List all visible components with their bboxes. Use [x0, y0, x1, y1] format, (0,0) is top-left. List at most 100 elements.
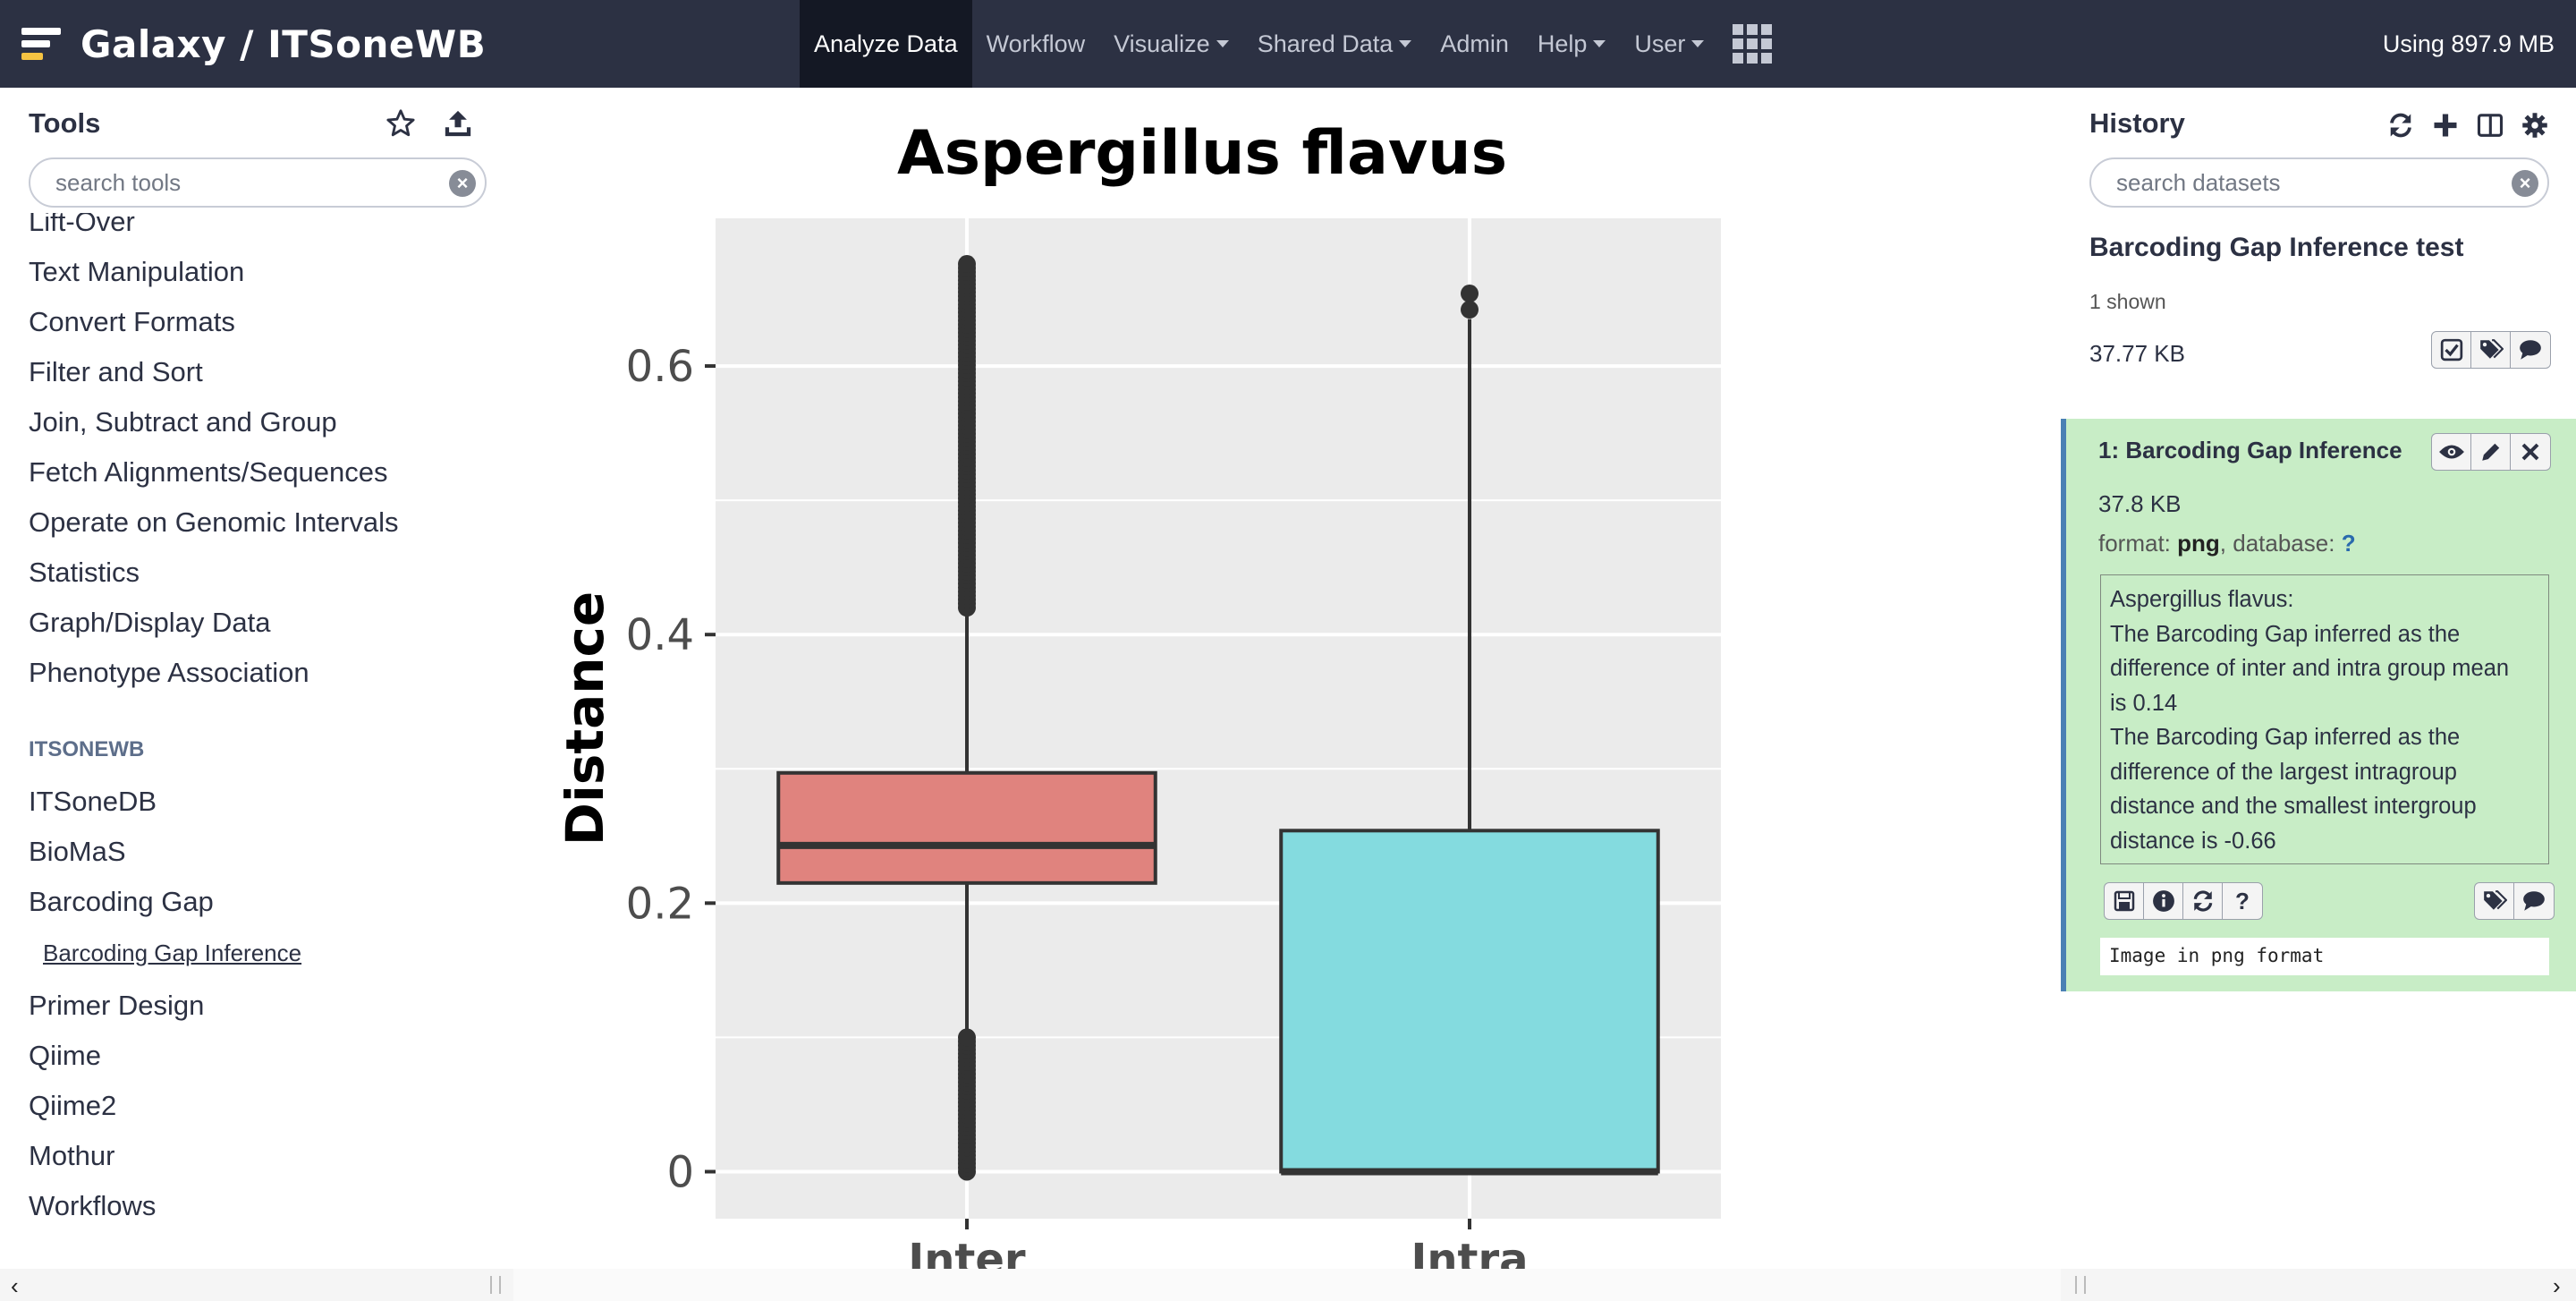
nav-shared-data[interactable]: Shared Data — [1243, 0, 1427, 88]
tool-section-graph-display[interactable]: Graph/Display Data — [29, 607, 271, 638]
tool-search-input[interactable]: search tools × — [29, 157, 487, 208]
tool-section-convert-formats[interactable]: Convert Formats — [29, 306, 235, 337]
peek-line: distance is -0.66 — [2110, 828, 2276, 854]
quota-meter[interactable]: Using 897.9 MB — [2382, 30, 2555, 57]
history-name[interactable]: Barcoding Gap Inference test — [2089, 233, 2464, 262]
masthead: Galaxy / ITSoneWB Analyze Data Workflow … — [0, 0, 2576, 88]
nav-user[interactable]: User — [1620, 0, 1718, 88]
clear-search-icon[interactable]: × — [2512, 170, 2538, 197]
delete-icon[interactable] — [2511, 434, 2550, 470]
history-panel-collapse-bar[interactable]: › — [2061, 1269, 2576, 1301]
tool-section-phenotype[interactable]: Phenotype Association — [29, 657, 309, 688]
center-bottom-bar — [513, 1269, 2061, 1301]
nav-label: Workflow — [986, 30, 1086, 57]
y-tick-label: 0.6 — [626, 342, 694, 392]
nav-workflow[interactable]: Workflow — [972, 0, 1100, 88]
caret-down-icon — [1216, 40, 1229, 47]
tool-section-biomas[interactable]: BioMaS — [29, 836, 126, 867]
refresh-icon[interactable] — [2385, 109, 2417, 141]
tool-section-qiime[interactable]: Qiime — [29, 1040, 101, 1071]
galaxy-logo-icon — [21, 26, 61, 62]
tool-section-lift-over[interactable]: Lift-Over — [29, 213, 135, 237]
dataset-annotation-actions — [2474, 882, 2555, 920]
help-question-icon[interactable]: ? — [2235, 887, 2250, 914]
tool-section-join-subtract-group[interactable]: Join, Subtract and Group — [29, 406, 337, 438]
nav-help[interactable]: Help — [1523, 0, 1621, 88]
caret-down-icon — [1593, 40, 1606, 47]
nav-label: Visualize — [1114, 30, 1210, 57]
tool-section-mothur[interactable]: Mothur — [29, 1140, 115, 1171]
nav-scratchbook[interactable] — [1718, 0, 1786, 88]
tool-section-primer-design[interactable]: Primer Design — [29, 990, 205, 1021]
tool-panel-collapse-bar[interactable]: ‹ — [0, 1269, 513, 1301]
peek-line: The Barcoding Gap inferred as the — [2110, 621, 2461, 647]
tool-section-label: ITSONEWB — [29, 737, 145, 761]
peek-line: The Barcoding Gap inferred as the — [2110, 725, 2461, 750]
dataset-primary-actions — [2431, 433, 2551, 471]
tool-panel: Tools search tools × Lift-Over Text Mani… — [0, 88, 513, 1301]
y-tick-label: 0 — [666, 1147, 694, 1197]
info-icon[interactable] — [2144, 883, 2183, 919]
pencil-icon[interactable] — [2471, 434, 2511, 470]
format-label: format: — [2098, 530, 2178, 557]
chevron-left-icon[interactable]: ‹ — [11, 1272, 19, 1299]
clear-search-icon[interactable]: × — [449, 170, 476, 197]
database-value[interactable]: ? — [2341, 530, 2356, 557]
tags-icon[interactable] — [2471, 332, 2511, 368]
gear-icon[interactable] — [2519, 109, 2551, 141]
dataset-search-input[interactable]: search datasets × — [2089, 157, 2549, 208]
grid-icon — [1733, 24, 1773, 64]
peek-line: difference of the largest intragroup — [2110, 759, 2457, 785]
history-actions — [2385, 109, 2551, 141]
select-items-icon[interactable] — [2432, 332, 2471, 368]
tool-panel-title: Tools — [29, 107, 101, 139]
tool-section-barcoding-gap[interactable]: Barcoding Gap — [29, 886, 214, 917]
dataset-secondary-actions: ? — [2104, 882, 2263, 920]
resize-grip-icon[interactable] — [2075, 1276, 2086, 1294]
columns-icon[interactable] — [2474, 109, 2506, 141]
dataset-title[interactable]: 1: Barcoding Gap Inference — [2098, 437, 2402, 463]
tags-icon[interactable] — [2475, 883, 2514, 919]
dataset-size: 37.8 KB — [2098, 490, 2182, 517]
nav-analyze-data[interactable]: Analyze Data — [800, 0, 972, 88]
history-toolbar — [2431, 331, 2551, 369]
comment-icon[interactable] — [2514, 883, 2554, 919]
tool-section-qiime2[interactable]: Qiime2 — [29, 1090, 117, 1121]
tool-section-fetch-alignments[interactable]: Fetch Alignments/Sequences — [29, 456, 388, 488]
nav-label: User — [1634, 30, 1686, 57]
peek-line: Aspergillus flavus: — [2110, 587, 2294, 612]
nav-admin[interactable]: Admin — [1426, 0, 1523, 88]
outlier-point — [1461, 301, 1479, 319]
chevron-right-icon[interactable]: › — [2553, 1272, 2561, 1299]
dataset-info: Image in png format — [2100, 938, 2549, 975]
tool-link-barcoding-gap-inference[interactable]: Barcoding Gap Inference — [43, 940, 302, 966]
rerun-icon[interactable] — [2183, 883, 2223, 919]
peek-line: is 0.14 — [2110, 690, 2178, 716]
resize-grip-icon[interactable] — [490, 1276, 501, 1294]
tool-section-filter-and-sort[interactable]: Filter and Sort — [29, 356, 203, 387]
upload-icon[interactable] — [442, 107, 474, 140]
save-icon[interactable] — [2105, 883, 2144, 919]
star-icon[interactable] — [385, 107, 417, 140]
tool-section-genomic-intervals[interactable]: Operate on Genomic Intervals — [29, 506, 399, 538]
dataset-item: 1: Barcoding Gap Inference 37.8 KB forma… — [2061, 419, 2576, 991]
main-nav: Analyze Data Workflow Visualize Shared D… — [800, 0, 1786, 88]
tool-list: Lift-Over Text Manipulation Convert Form… — [29, 213, 503, 1269]
dataset-format-line: format: png, database: ? — [2098, 530, 2356, 557]
tool-section-text-manipulation[interactable]: Text Manipulation — [29, 256, 245, 287]
tool-section-workflows[interactable]: Workflows — [29, 1190, 157, 1221]
eye-icon[interactable] — [2432, 434, 2471, 470]
nav-visualize[interactable]: Visualize — [1099, 0, 1243, 88]
caret-down-icon — [1691, 40, 1705, 47]
format-value: png — [2177, 530, 2220, 557]
comment-icon[interactable] — [2511, 332, 2550, 368]
plus-icon[interactable] — [2429, 109, 2462, 141]
brand-link[interactable]: Galaxy / ITSoneWB — [21, 0, 486, 88]
center-panel: Aspergillus flavus 0 0.2 0.4 0.6 Inter Intra… — [513, 88, 2061, 1301]
tool-section-statistics[interactable]: Statistics — [29, 557, 140, 588]
caret-down-icon — [1399, 40, 1412, 47]
history-shown-count: 1 shown — [2089, 290, 2166, 313]
chart-title: Aspergillus flavus — [897, 118, 1507, 189]
nav-label: Admin — [1440, 30, 1509, 57]
tool-section-itsonedb[interactable]: ITSoneDB — [29, 786, 157, 817]
